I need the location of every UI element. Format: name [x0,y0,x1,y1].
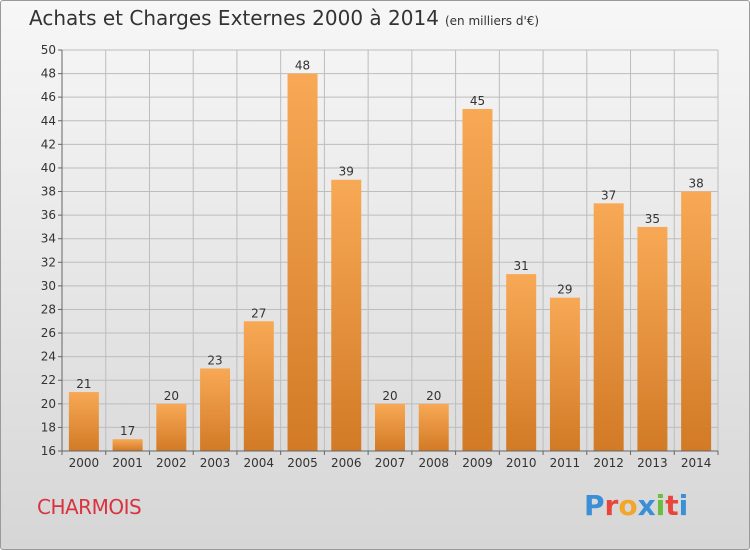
chart-title-text: Achats et Charges Externes 2000 à 2014 [29,6,439,30]
value-label-2004: 27 [251,306,266,320]
value-label-2006: 39 [339,165,354,179]
x-tick-label-2008: 2008 [418,456,449,470]
logo-letter: r [604,489,619,522]
y-tick-label-46: 46 [41,90,56,104]
y-tick-label-30: 30 [41,279,56,293]
bar-2010 [506,274,537,451]
y-tick-label-18: 18 [41,420,56,434]
y-tick-label-50: 50 [41,43,56,57]
bar-2009 [462,108,493,452]
value-label-2002: 20 [164,389,179,403]
x-tick-label-2004: 2004 [244,456,275,470]
axes [58,49,719,455]
logo-letter: o [618,489,638,522]
value-label-2013: 35 [645,212,660,226]
logo-letter: P [584,489,605,522]
logo-letter: x [637,489,656,522]
value-label-2008: 20 [426,389,441,403]
chart-subtitle: (en milliers d'€) [444,14,540,28]
commune-name: CHARMOIS [37,495,142,519]
value-label-2007: 20 [382,389,397,403]
chart-title: Achats et Charges Externes 2000 à 2014 (e… [29,6,539,30]
bar-2002 [156,403,187,451]
logo-letter: t [665,489,679,522]
x-tick-label-2011: 2011 [550,456,581,470]
x-tick-label-2007: 2007 [375,456,406,470]
y-tick-label-28: 28 [41,302,56,316]
y-tick-label-16: 16 [41,444,56,458]
y-tick-label-20: 20 [41,397,56,411]
y-tick-label-32: 32 [41,255,56,269]
logo-letter: i [655,489,666,522]
bar-2004 [243,321,274,451]
logo-letter: i [678,489,689,522]
value-label-2005: 48 [295,59,310,73]
bar-2006 [331,179,362,451]
x-tick-label-2003: 2003 [200,456,231,470]
y-tick-label-48: 48 [41,67,56,81]
value-label-2009: 45 [470,94,485,108]
bar-2014 [681,191,712,451]
proxiti-logo: Proxiti [584,489,688,522]
bar-2003 [200,368,231,451]
bar-2011 [549,297,580,451]
bar-2007 [375,403,405,451]
x-tick-label-2006: 2006 [331,456,362,470]
y-tick-label-22: 22 [41,373,56,387]
y-tick-label-26: 26 [41,326,56,340]
value-label-2003: 23 [207,353,222,367]
x-tick-label-2014: 2014 [681,456,712,470]
x-tick-label-2005: 2005 [287,456,318,470]
value-label-2001: 17 [120,424,135,438]
y-tick-label-44: 44 [41,114,56,128]
value-label-2012: 37 [601,188,616,202]
bar-2012 [593,203,624,451]
y-tick-label-34: 34 [41,232,56,246]
x-tick-label-2013: 2013 [637,456,668,470]
bar-2008 [418,403,449,451]
bar-2005 [287,73,318,452]
bar-2000 [68,392,99,451]
y-tick-label-24: 24 [41,350,56,364]
value-label-2010: 31 [514,259,529,273]
x-tick-label-2012: 2012 [593,456,624,470]
x-tick-label-2001: 2001 [112,456,143,470]
bar-2001 [112,439,143,451]
value-label-2014: 38 [688,177,703,191]
x-tick-label-2002: 2002 [156,456,187,470]
bars [68,73,712,452]
y-tick-label-40: 40 [41,161,56,175]
y-tick-label-38: 38 [41,185,56,199]
bar-2013 [637,226,668,451]
x-tick-label-2000: 2000 [69,456,100,470]
x-tick-label-2010: 2010 [506,456,537,470]
x-tick-label-2009: 2009 [462,456,493,470]
labels: 16 18 20 22 24 26 28 30 32 34 36 38 40 42 44 46 48 50 21 20… [41,43,712,470]
y-tick-label-36: 36 [41,208,56,222]
value-label-2011: 29 [557,283,572,297]
value-label-2000: 21 [76,377,91,391]
y-tick-label-42: 42 [41,137,56,151]
